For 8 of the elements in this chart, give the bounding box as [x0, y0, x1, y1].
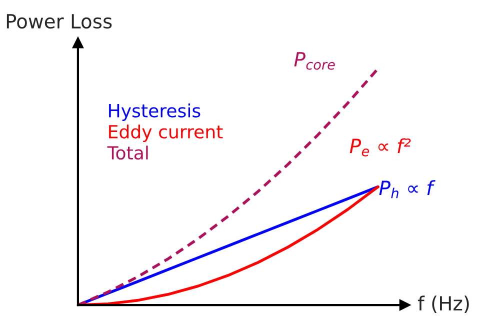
- y-axis-title: Power Loss: [6, 14, 112, 29]
- x-axis-title: f (Hz): [418, 296, 469, 313]
- text: Hysteresis: [109, 104, 200, 121]
- text: Total: [107, 146, 148, 160]
- annotation: P$_{e}$ ∝ f²: [350, 138, 411, 156]
- text: Eddy current: [109, 124, 223, 142]
- annotation: P$_{h}$ ∝ f: [379, 180, 436, 198]
- annotation: P$_{core}$: [294, 52, 335, 70]
